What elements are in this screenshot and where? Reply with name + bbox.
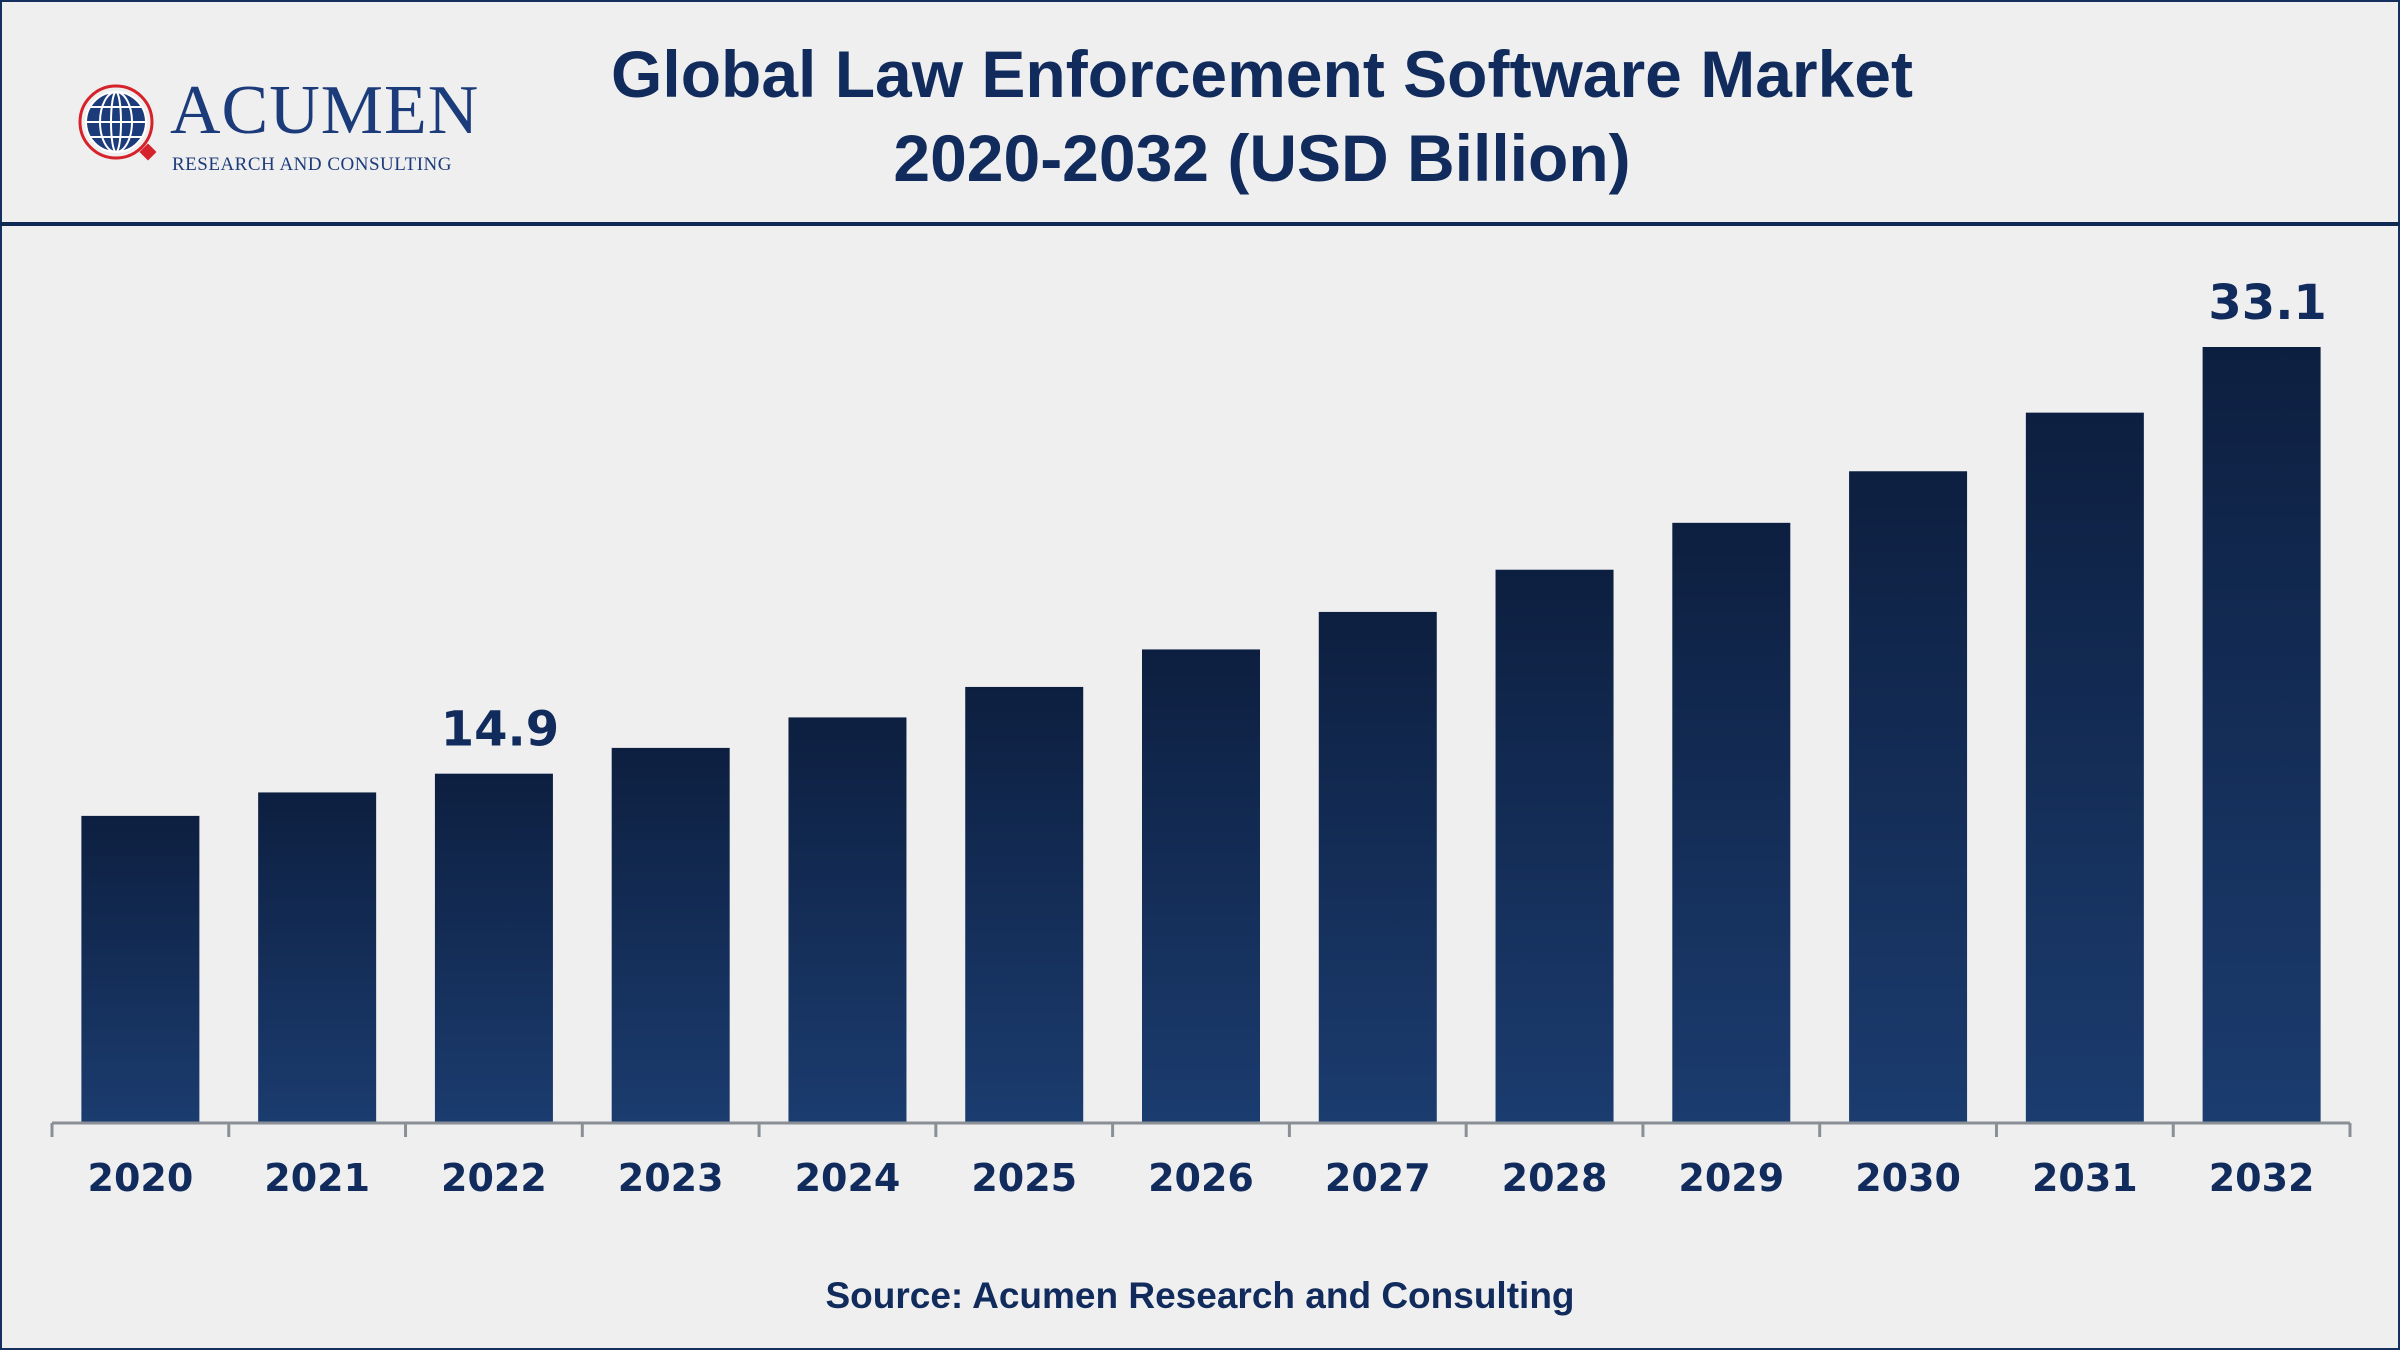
bar-2024 bbox=[788, 717, 907, 1123]
x-tick-label: 2021 bbox=[264, 1156, 370, 1200]
x-tick-label: 2020 bbox=[88, 1156, 194, 1200]
header-divider bbox=[0, 222, 2400, 226]
bar-2023 bbox=[611, 747, 730, 1123]
chart-title-line-2: 2020-2032 (USD Billion) bbox=[893, 121, 1631, 195]
x-tick-label: 2022 bbox=[441, 1156, 547, 1200]
x-tick-label: 2026 bbox=[1148, 1156, 1254, 1200]
bar-2020 bbox=[81, 815, 200, 1123]
bar-2029 bbox=[1672, 522, 1791, 1123]
bar-2031 bbox=[2025, 412, 2144, 1123]
acumen-logo: ACUMEN RESEARCH AND CONSULTING bbox=[76, 72, 478, 182]
bar-2026 bbox=[1142, 649, 1260, 1123]
logo-subtitle: RESEARCH AND CONSULTING bbox=[172, 154, 452, 175]
bar-chart: 2020 2021 2022 2023 2024 2025 2026 2027 2028 2029… bbox=[50, 275, 2352, 1200]
x-tick-label: 2027 bbox=[1325, 1156, 1431, 1200]
globe-icon bbox=[78, 84, 157, 161]
bars-group bbox=[81, 347, 2321, 1123]
x-axis bbox=[50, 1121, 2352, 1137]
tick-labels-group: 2020 2021 2022 2023 2024 2025 2026 2027 2028 2029… bbox=[88, 275, 2327, 1200]
data-label: 14.9 bbox=[441, 702, 559, 758]
x-tick-label: 2023 bbox=[618, 1156, 724, 1200]
bar-2027 bbox=[1318, 611, 1437, 1123]
logo-wordmark: ACUMEN bbox=[170, 72, 480, 149]
x-tick-label: 2030 bbox=[1855, 1156, 1961, 1200]
header: ACUMEN RESEARCH AND CONSULTING Global La… bbox=[2, 2, 2398, 222]
bar-2030 bbox=[1849, 471, 1968, 1123]
bar-2022 bbox=[434, 773, 553, 1123]
x-tick-label: 2031 bbox=[2032, 1156, 2138, 1200]
x-tick-label: 2029 bbox=[1678, 1156, 1784, 1200]
chart-title: Global Law Enforcement Software Market 2… bbox=[442, 32, 2082, 200]
x-tick-label: 2032 bbox=[2209, 1156, 2315, 1200]
chart-title-line-1: Global Law Enforcement Software Market bbox=[611, 37, 1913, 111]
bar-2025 bbox=[965, 686, 1084, 1123]
bar-2032 bbox=[2202, 347, 2321, 1123]
source-note: Source: Acumen Research and Consulting bbox=[825, 1275, 1575, 1316]
bar-2028 bbox=[1495, 569, 1614, 1123]
bar-2021 bbox=[258, 792, 377, 1123]
x-tick-label: 2028 bbox=[1502, 1156, 1608, 1200]
data-label: 33.1 bbox=[2208, 275, 2326, 331]
x-tick-label: 2025 bbox=[971, 1156, 1077, 1200]
x-tick-label: 2024 bbox=[795, 1156, 901, 1200]
